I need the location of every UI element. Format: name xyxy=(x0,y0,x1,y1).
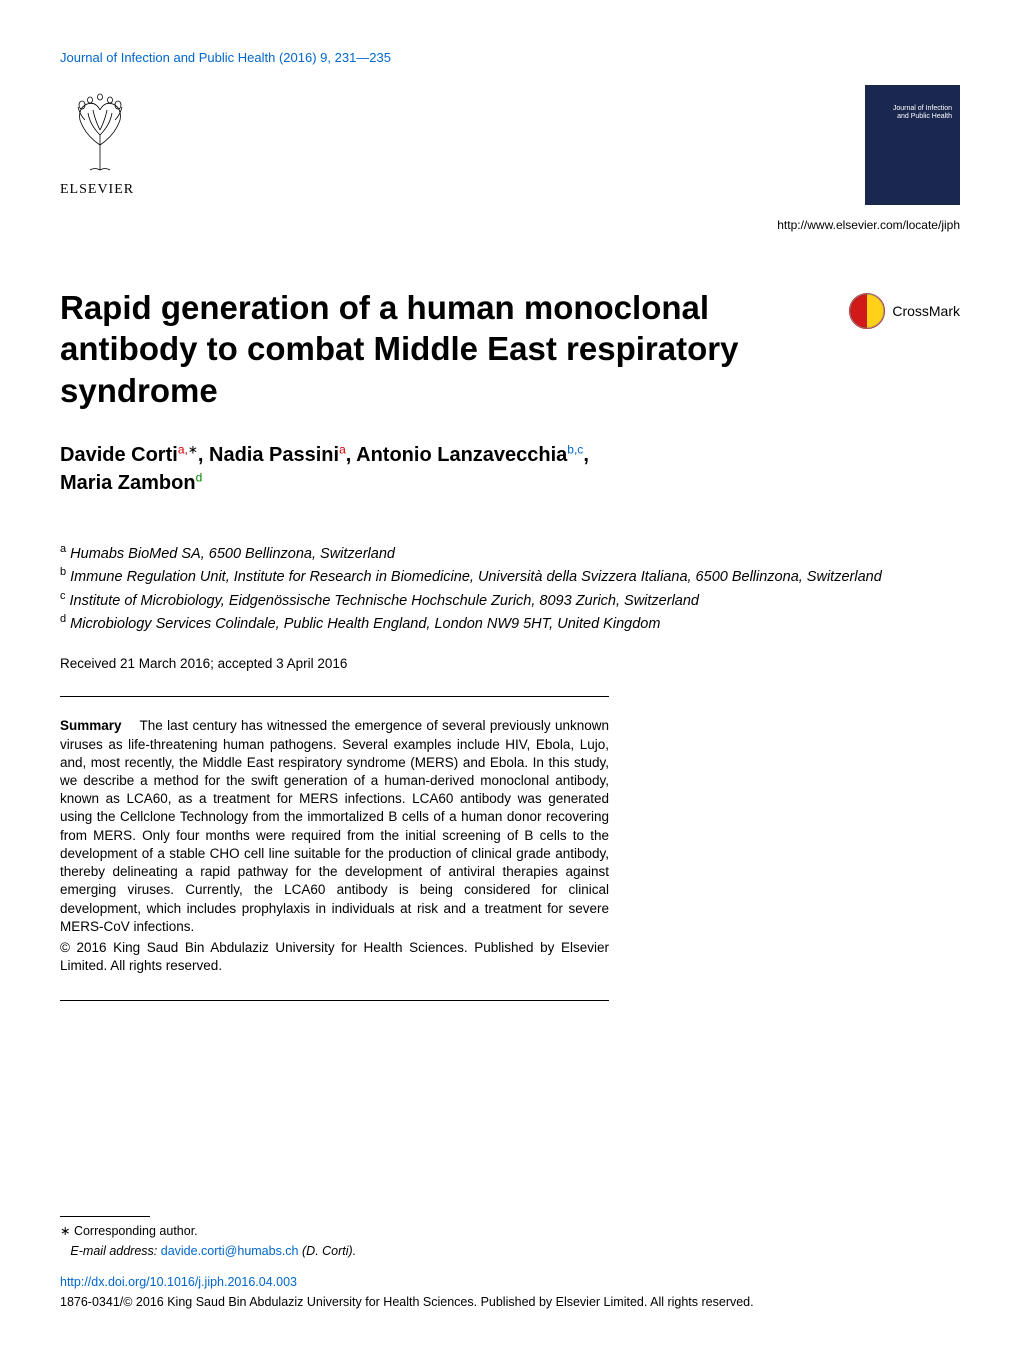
author-3-aff: b,c xyxy=(567,442,583,456)
footer: ∗ Corresponding author. E-mail address: … xyxy=(60,1216,960,1311)
crossmark-icon xyxy=(848,292,886,330)
crossmark-label: CrossMark xyxy=(892,303,960,319)
header-row: ELSEVIER Journal of Infection and Public… xyxy=(60,85,960,232)
divider-top xyxy=(60,696,609,697)
author-1-aff: a, xyxy=(178,442,188,456)
email-person: (D. Corti). xyxy=(302,1244,356,1258)
author-4: Maria Zambon xyxy=(60,472,196,494)
corresponding-author-note: ∗ Corresponding author. xyxy=(60,1223,960,1241)
author-1: Davide Corti xyxy=(60,444,178,466)
summary-block: SummaryThe last century has witnessed th… xyxy=(60,717,609,975)
authors-list: Davide Cortia,∗, Nadia Passinia, Antonio… xyxy=(60,441,960,497)
title-row: Rapid generation of a human monoclonal a… xyxy=(60,287,960,411)
journal-cover-block: Journal of Infection and Public Health h… xyxy=(777,85,960,232)
footer-copyright: 1876-0341/© 2016 King Saud Bin Abdulaziz… xyxy=(60,1294,960,1312)
author-3: Antonio Lanzavecchia xyxy=(356,444,567,466)
affiliation-a: a Humabs BioMed SA, 6500 Bellinzona, Swi… xyxy=(60,542,960,564)
author-4-aff: d xyxy=(196,470,203,484)
affiliations-list: a Humabs BioMed SA, 6500 Bellinzona, Swi… xyxy=(60,542,960,635)
email-link[interactable]: davide.corti@humabs.ch xyxy=(161,1244,299,1258)
author-2-aff: a xyxy=(339,442,346,456)
crossmark-badge[interactable]: CrossMark xyxy=(848,292,960,330)
summary-copyright: © 2016 King Saud Bin Abdulaziz Universit… xyxy=(60,939,609,975)
article-dates: Received 21 March 2016; accepted 3 April… xyxy=(60,656,960,671)
email-label: E-mail address: xyxy=(70,1244,157,1258)
doi-link[interactable]: http://dx.doi.org/10.1016/j.jiph.2016.04… xyxy=(60,1274,960,1292)
author-2: Nadia Passini xyxy=(209,444,339,466)
author-1-corresponding: ∗ xyxy=(188,442,198,456)
affiliation-c: c Institute of Microbiology, Eidgenössis… xyxy=(60,589,960,611)
affiliation-b: b Immune Regulation Unit, Institute for … xyxy=(60,565,960,587)
footer-divider xyxy=(60,1216,150,1217)
publisher-block: ELSEVIER xyxy=(60,85,160,198)
locate-url[interactable]: http://www.elsevier.com/locate/jiph xyxy=(777,218,960,232)
email-line: E-mail address: davide.corti@humabs.ch (… xyxy=(60,1243,960,1261)
article-title: Rapid generation of a human monoclonal a… xyxy=(60,287,780,411)
journal-header[interactable]: Journal of Infection and Public Health (… xyxy=(60,50,960,65)
journal-cover-image: Journal of Infection and Public Health xyxy=(865,85,960,205)
publisher-name: ELSEVIER xyxy=(60,182,160,198)
divider-bottom xyxy=(60,1000,609,1001)
affiliation-d: d Microbiology Services Colindale, Publi… xyxy=(60,612,960,634)
summary-text: The last century has witnessed the emerg… xyxy=(60,718,609,933)
summary-label: Summary xyxy=(60,718,122,733)
elsevier-tree-logo xyxy=(60,85,140,175)
cover-text: Journal of Infection and Public Health xyxy=(893,105,952,120)
